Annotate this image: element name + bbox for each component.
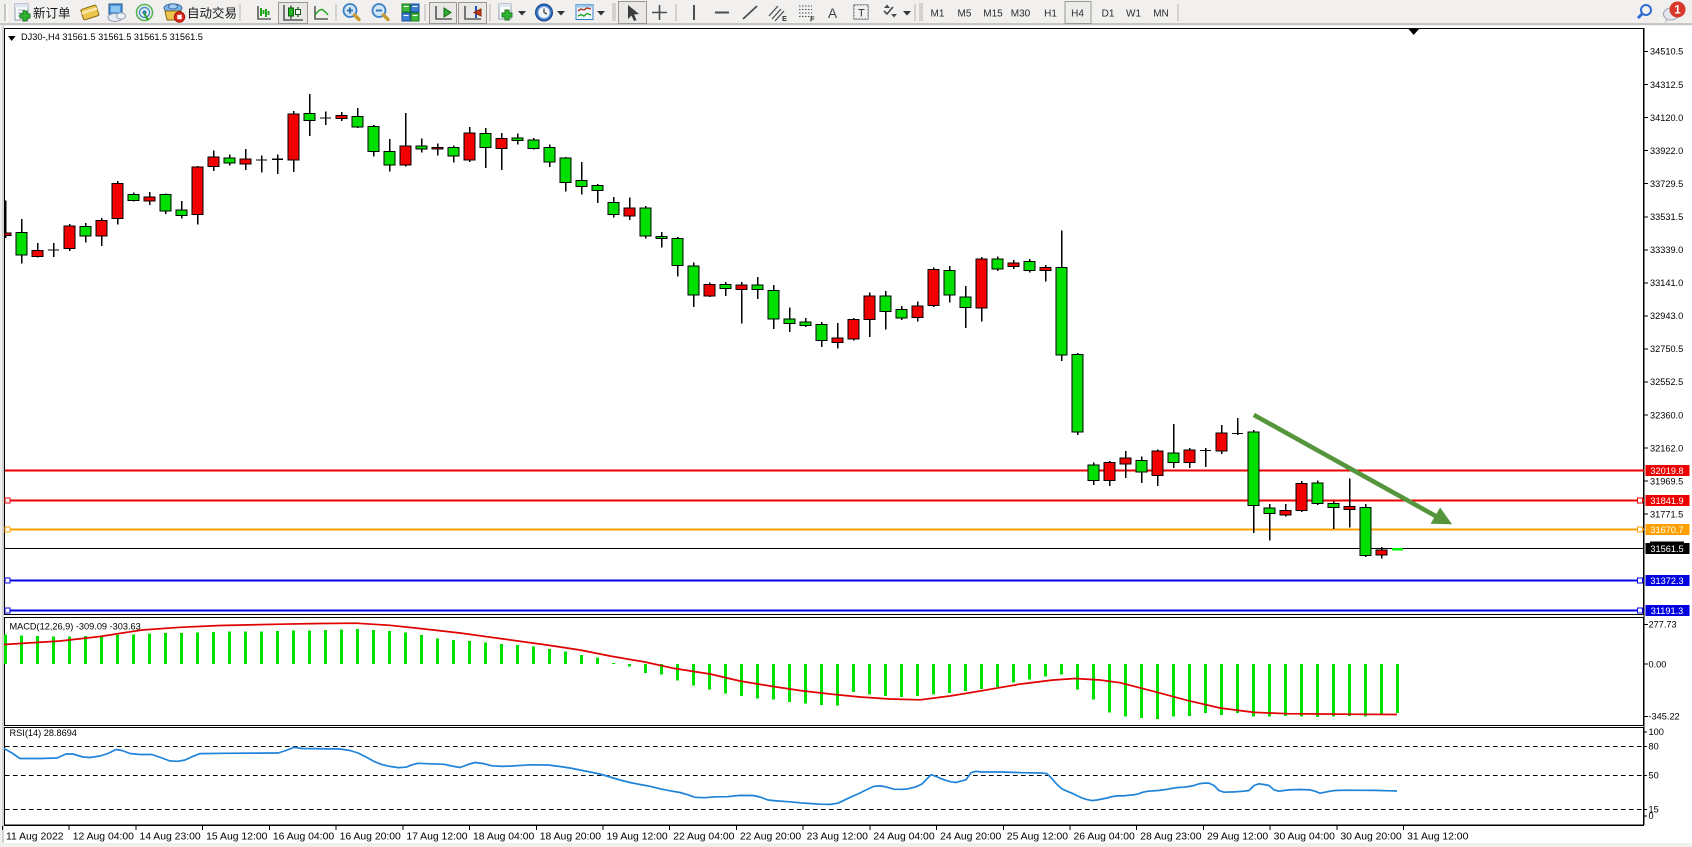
svg-text:32750.5: 32750.5: [1650, 344, 1683, 354]
svg-text:31561.5: 31561.5: [1650, 544, 1683, 554]
svg-text:30 Aug 04:00: 30 Aug 04:00: [1274, 832, 1335, 843]
svg-text:14 Aug 23:00: 14 Aug 23:00: [139, 832, 200, 843]
svg-text:M5: M5: [958, 9, 972, 20]
svg-text:F: F: [810, 15, 815, 24]
svg-text:34510.5: 34510.5: [1650, 47, 1683, 57]
svg-text:M1: M1: [931, 9, 945, 20]
svg-text:28 Aug 23:00: 28 Aug 23:00: [1140, 832, 1201, 843]
svg-text:33141.0: 33141.0: [1650, 278, 1683, 288]
svg-text:MACD(12,26,9) -309.09 -303.63: MACD(12,26,9) -309.09 -303.63: [10, 622, 141, 632]
svg-text:16 Aug 04:00: 16 Aug 04:00: [273, 832, 334, 843]
svg-text:15: 15: [1649, 805, 1659, 815]
svg-text:19 Aug 12:00: 19 Aug 12:00: [606, 832, 667, 843]
svg-text:0: 0: [1649, 811, 1654, 821]
svg-text:H4: H4: [1071, 9, 1084, 20]
svg-text:11 Aug 2022: 11 Aug 2022: [6, 832, 64, 843]
svg-text:25 Aug 12:00: 25 Aug 12:00: [1007, 832, 1068, 843]
svg-text:31191.3: 31191.3: [1651, 606, 1684, 616]
svg-text:32552.5: 32552.5: [1650, 377, 1683, 387]
svg-text:15 Aug 12:00: 15 Aug 12:00: [206, 832, 267, 843]
svg-text:22 Aug 04:00: 22 Aug 04:00: [673, 832, 734, 843]
svg-text:33339.0: 33339.0: [1650, 245, 1683, 255]
svg-text:100: 100: [1649, 727, 1664, 737]
svg-text:34120.0: 34120.0: [1650, 113, 1683, 123]
svg-text:31372.3: 31372.3: [1650, 576, 1683, 586]
svg-text:32943.0: 32943.0: [1650, 311, 1683, 321]
svg-text:33531.5: 33531.5: [1650, 212, 1683, 222]
svg-text:30 Aug 20:00: 30 Aug 20:00: [1340, 832, 1401, 843]
svg-text:31 Aug 12:00: 31 Aug 12:00: [1407, 832, 1468, 843]
svg-text:31841.9: 31841.9: [1650, 496, 1683, 506]
svg-text:-345.22: -345.22: [1649, 712, 1680, 722]
svg-text:RSI(14) 28.8694: RSI(14) 28.8694: [10, 728, 77, 738]
svg-text:26 Aug 04:00: 26 Aug 04:00: [1074, 832, 1135, 843]
svg-text:33922.0: 33922.0: [1650, 146, 1683, 156]
svg-text:31670.7: 31670.7: [1650, 525, 1683, 535]
svg-text:29 Aug 12:00: 29 Aug 12:00: [1207, 832, 1268, 843]
svg-text:277.73: 277.73: [1649, 620, 1677, 630]
svg-text:D1: D1: [1102, 9, 1115, 20]
svg-text:M15: M15: [983, 9, 1003, 20]
svg-text:MN: MN: [1153, 9, 1169, 20]
svg-text:H1: H1: [1044, 9, 1057, 20]
svg-text:W1: W1: [1126, 9, 1141, 20]
svg-text:DJ30-,H4 31561.5 31561.5 3156: DJ30-,H4 31561.5 31561.5 31561.5 31561.5: [21, 32, 203, 42]
svg-text:24 Aug 20:00: 24 Aug 20:00: [940, 832, 1001, 843]
svg-text:0.00: 0.00: [1649, 659, 1667, 669]
svg-text:T: T: [858, 8, 865, 20]
svg-text:M30: M30: [1011, 9, 1031, 20]
svg-text:23 Aug 12:00: 23 Aug 12:00: [807, 832, 868, 843]
svg-text:1: 1: [1674, 5, 1681, 17]
svg-text:12 Aug 04:00: 12 Aug 04:00: [73, 832, 134, 843]
svg-text:17 Aug 12:00: 17 Aug 12:00: [406, 832, 467, 843]
svg-text:31969.5: 31969.5: [1650, 476, 1683, 486]
svg-text:A: A: [828, 6, 837, 21]
svg-text:18 Aug 04:00: 18 Aug 04:00: [473, 832, 534, 843]
svg-text:自动交易: 自动交易: [187, 6, 237, 21]
svg-text:31771.5: 31771.5: [1650, 509, 1683, 519]
svg-text:32019.8: 32019.8: [1650, 466, 1683, 476]
svg-text:E: E: [782, 14, 787, 23]
svg-text:16 Aug 20:00: 16 Aug 20:00: [340, 832, 401, 843]
svg-text:32162.0: 32162.0: [1650, 443, 1683, 453]
svg-text:24 Aug 04:00: 24 Aug 04:00: [873, 832, 934, 843]
svg-text:新订单: 新订单: [33, 6, 71, 21]
svg-text:34312.5: 34312.5: [1650, 80, 1683, 90]
svg-text:80: 80: [1649, 742, 1659, 752]
svg-text:32360.0: 32360.0: [1650, 410, 1683, 420]
svg-text:22 Aug 20:00: 22 Aug 20:00: [740, 832, 801, 843]
svg-text:50: 50: [1649, 771, 1659, 781]
svg-text:33729.5: 33729.5: [1650, 179, 1683, 189]
svg-text:18 Aug 20:00: 18 Aug 20:00: [540, 832, 601, 843]
